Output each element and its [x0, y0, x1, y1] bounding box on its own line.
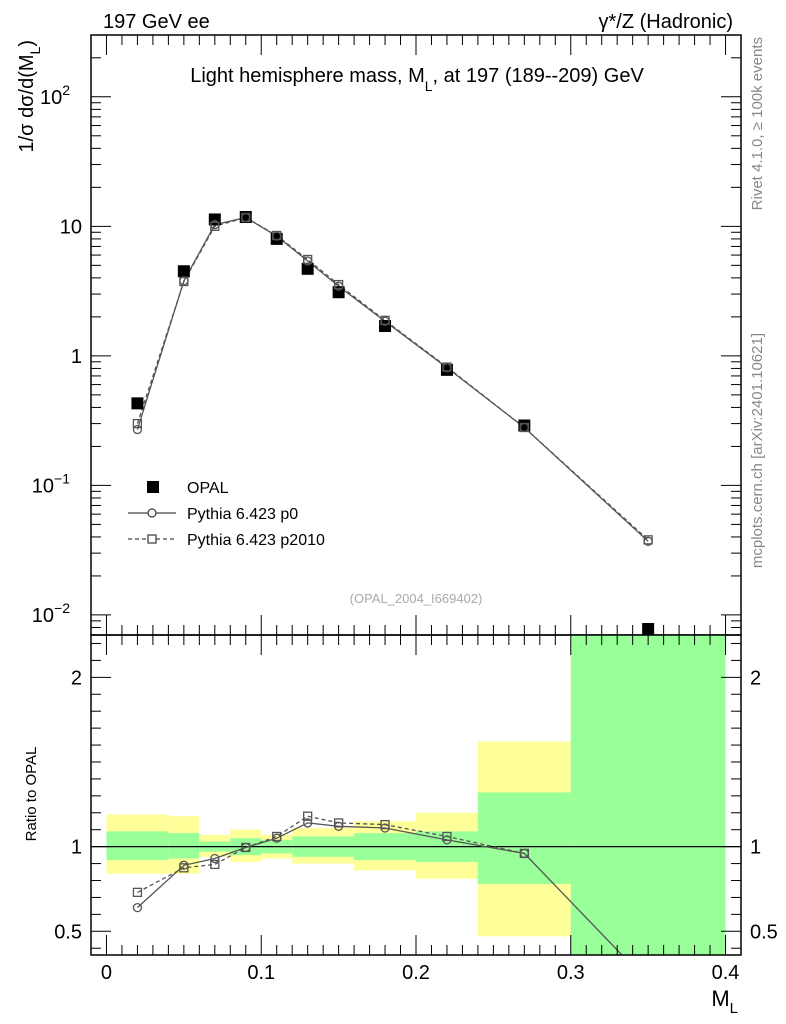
main-point-p0 [132, 424, 143, 435]
main-point-opal [379, 320, 392, 333]
main-point-opal [301, 262, 314, 275]
main-point-opal [177, 265, 190, 278]
legend-opal-label: OPAL [187, 480, 229, 497]
ratio-data-layer [132, 811, 623, 955]
ratio-point-p2010 [333, 818, 344, 828]
main-point-p2010 [442, 362, 452, 372]
main-y-tick-label: 10−1 [32, 470, 70, 497]
legend-p2010-marker [147, 534, 157, 544]
ratio-point-p2010 [179, 863, 189, 873]
x-tick-label: 0.4 [712, 962, 740, 984]
main-y-tick-label: 102 [40, 82, 70, 109]
main-point-p2010 [643, 535, 653, 545]
main-point-p2010 [303, 254, 313, 265]
main-line-p2010 [136, 216, 649, 541]
legend-opal-marker [147, 481, 159, 493]
ratio-point-p0 [303, 818, 313, 828]
x-tick-label: 0 [101, 962, 112, 984]
ratio-point-p0 [210, 853, 220, 864]
main-point-p2010 [519, 422, 529, 433]
main-y-axis-label: 1/σ dσ/d(ML) [16, 40, 43, 153]
ratio-line-p0 [136, 822, 623, 955]
main-y-tick-label: 10−2 [32, 600, 70, 627]
analysis-id-label: (OPAL_2004_I669402) [350, 591, 483, 606]
legend-p2010-label: Pythia 6.423 p2010 [187, 532, 325, 549]
main-point-p2010 [179, 276, 189, 287]
ratio-y-tick-label-right: 1 [750, 837, 761, 859]
legend: OPAL Pythia 6.423 p0 Pythia 6.423 p2010 [128, 480, 325, 549]
main-y-tick-label: 1 [71, 346, 82, 368]
main-point-p2010 [210, 221, 220, 231]
ratio-y-tick-label: 0.5 [54, 921, 82, 943]
main-point-opal [440, 363, 453, 376]
main-axis-ticks: 102 10 1 10−1 10−2 [32, 34, 742, 636]
ratio-y-tick-label: 2 [71, 667, 82, 689]
ratio-point-p0 [132, 902, 143, 913]
x-tick-label: 0.1 [247, 962, 275, 984]
main-point-p2010 [333, 279, 344, 290]
ratio-point-p2010 [303, 811, 313, 821]
ratio-point-p2010 [380, 819, 390, 830]
main-point-p2010 [272, 230, 282, 241]
ratio-point-p2010 [442, 831, 452, 842]
main-point-opal [518, 419, 531, 432]
mcplots-label: mcplots.cern.ch [arXiv:2401.10621] [749, 333, 766, 568]
ratio-y-tick-label: 1 [71, 837, 82, 859]
main-y-tick-label: 10 [60, 216, 82, 238]
main-panel: 102 10 1 10−1 10−2 Light hemisphere mass, ML… [16, 34, 742, 636]
ratio-point-p2010 [519, 848, 529, 859]
ratio-band-green [168, 833, 200, 859]
ratio-point-p2010 [272, 831, 282, 842]
legend-p0-label: Pythia 6.423 p0 [187, 506, 298, 523]
ratio-panel: 0 0.1 0.2 0.3 0.4 0.5 0.5 1 1 2 2 Ratio to OPAL ML [23, 634, 778, 1017]
ratio-point-p2010 [132, 887, 143, 898]
header-left-label: 197 GeV ee [103, 11, 210, 33]
x-tick-label: 0.3 [557, 962, 585, 984]
ratio-band-layer [91, 635, 741, 955]
legend-p0-marker [147, 508, 157, 518]
ratio-line-p2010 [137, 815, 525, 893]
x-tick-label: 0.2 [402, 962, 430, 984]
rivet-version-label: Rivet 4.1.0, ≥ 100k events [749, 37, 766, 210]
ratio-y-axis-label: Ratio to OPAL [23, 747, 40, 842]
ratio-y-tick-label-right: 2 [750, 667, 761, 689]
ratio-point-p2010 [210, 859, 220, 870]
ratio-y-tick-label-right: 0.5 [750, 921, 778, 943]
main-title: Light hemisphere mass, ML, at 197 (189--… [190, 65, 644, 94]
ratio-band-green [570, 635, 726, 955]
main-data-layer [131, 211, 655, 635]
header-right-label: γ*/Z (Hadronic) [599, 11, 733, 33]
main-point-p2010 [132, 418, 143, 429]
ratio-axis-ticks: 0 0.1 0.2 0.3 0.4 0.5 0.5 1 1 2 2 [54, 635, 778, 984]
main-point-p2010 [380, 315, 390, 326]
ratio-point-p2010 [241, 842, 251, 853]
main-point-opal [131, 397, 144, 410]
main-point-p2010 [241, 212, 251, 223]
ratio-band-green [106, 831, 169, 861]
ratio-band-green [477, 792, 571, 884]
x-axis-label: ML [711, 986, 738, 1017]
ratio-series-group [132, 811, 623, 955]
